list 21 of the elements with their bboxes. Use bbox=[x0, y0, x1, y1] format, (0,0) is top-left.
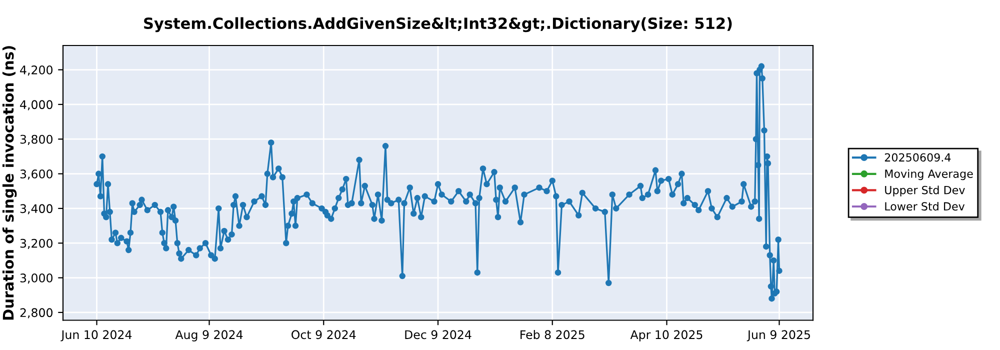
y-axis-title: Duration of single invocation (ns) bbox=[2, 46, 17, 320]
x-tick-label: Feb 8 2025 bbox=[520, 330, 584, 340]
chart-title: System.Collections.AddGivenSize&lt;Int32&gt;.Dictionary(Size: 512) bbox=[144, 17, 732, 32]
y-tick-label: 3,800 bbox=[20, 134, 52, 145]
y-tick-label: 3,400 bbox=[20, 204, 52, 214]
legend-label: Moving Average bbox=[885, 169, 973, 180]
legend-label: Upper Std Dev bbox=[885, 186, 965, 196]
x-tick-label: Oct 9 2024 bbox=[292, 330, 356, 340]
y-tick-label: 4,200 bbox=[20, 65, 52, 76]
legend-label: Lower Std Dev bbox=[885, 202, 965, 211]
y-tick-label: 2,800 bbox=[20, 308, 52, 318]
y-tick-label: 3,600 bbox=[20, 170, 52, 180]
x-tick-label: Apr 10 2025 bbox=[630, 330, 702, 342]
y-tick-label: 3,200 bbox=[20, 238, 52, 249]
x-tick-label: Dec 9 2024 bbox=[405, 330, 472, 340]
y-tick-label: 3,000 bbox=[20, 274, 52, 284]
legend-label: 20250609.4 bbox=[884, 153, 951, 162]
y-tick-label: 4,000 bbox=[20, 100, 52, 110]
x-tick-label: Jun 10 2024 bbox=[60, 330, 132, 342]
x-tick-label: Aug 9 2024 bbox=[175, 330, 243, 342]
x-tick-label: Jun 9 2025 bbox=[746, 330, 810, 342]
